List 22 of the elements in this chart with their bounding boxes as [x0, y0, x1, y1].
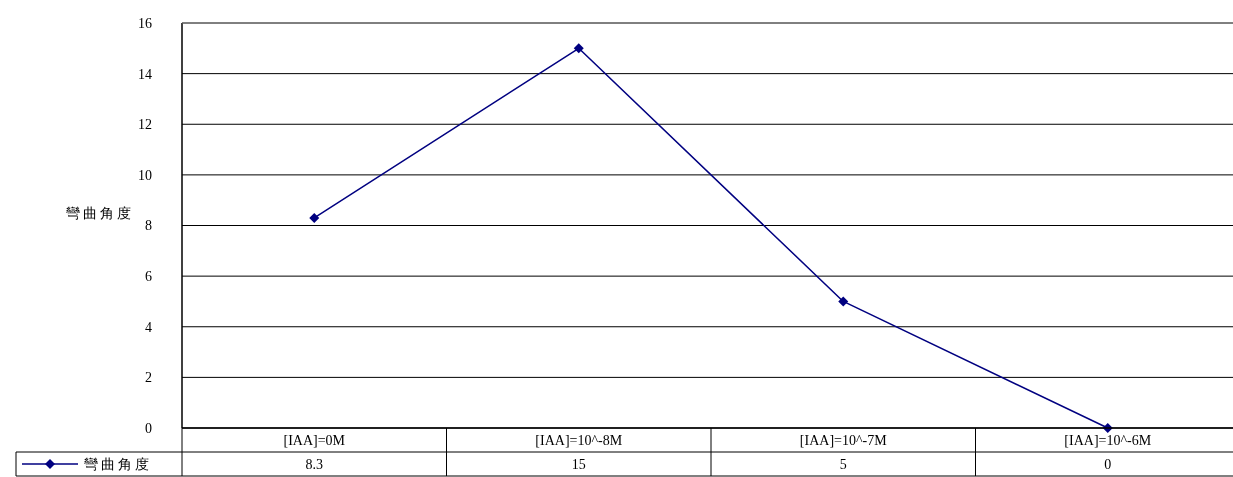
point — [309, 212, 320, 223]
data-label: 0 — [1104, 456, 1112, 472]
data-label: 8.3 — [305, 456, 323, 472]
y-axis-title: 彎曲角度 — [66, 206, 134, 222]
data-label: 15 — [571, 456, 586, 472]
y-tick-label: 10 — [138, 167, 152, 183]
x-tick-label: [IAA]=0M — [283, 432, 346, 448]
y-tick-label: 0 — [145, 420, 152, 436]
point — [573, 43, 584, 54]
y-tick-label: 8 — [145, 218, 152, 234]
y-tick-label: 4 — [145, 319, 152, 335]
y-tick-label: 16 — [138, 15, 152, 31]
y-tick-label: 12 — [138, 117, 152, 133]
x-tick-label: [IAA]=10^-7M — [799, 432, 888, 448]
y-tick-label: 6 — [145, 269, 152, 285]
point — [838, 296, 849, 307]
data-label: 5 — [839, 456, 847, 472]
legend-label: 彎曲角度 — [84, 456, 152, 472]
x-tick-label: [IAA]=10^-8M — [535, 432, 623, 448]
x-tick-label: [IAA]=10^-6M — [1064, 432, 1152, 448]
y-tick-label: 2 — [145, 370, 152, 386]
y-tick-label: 14 — [138, 66, 152, 82]
